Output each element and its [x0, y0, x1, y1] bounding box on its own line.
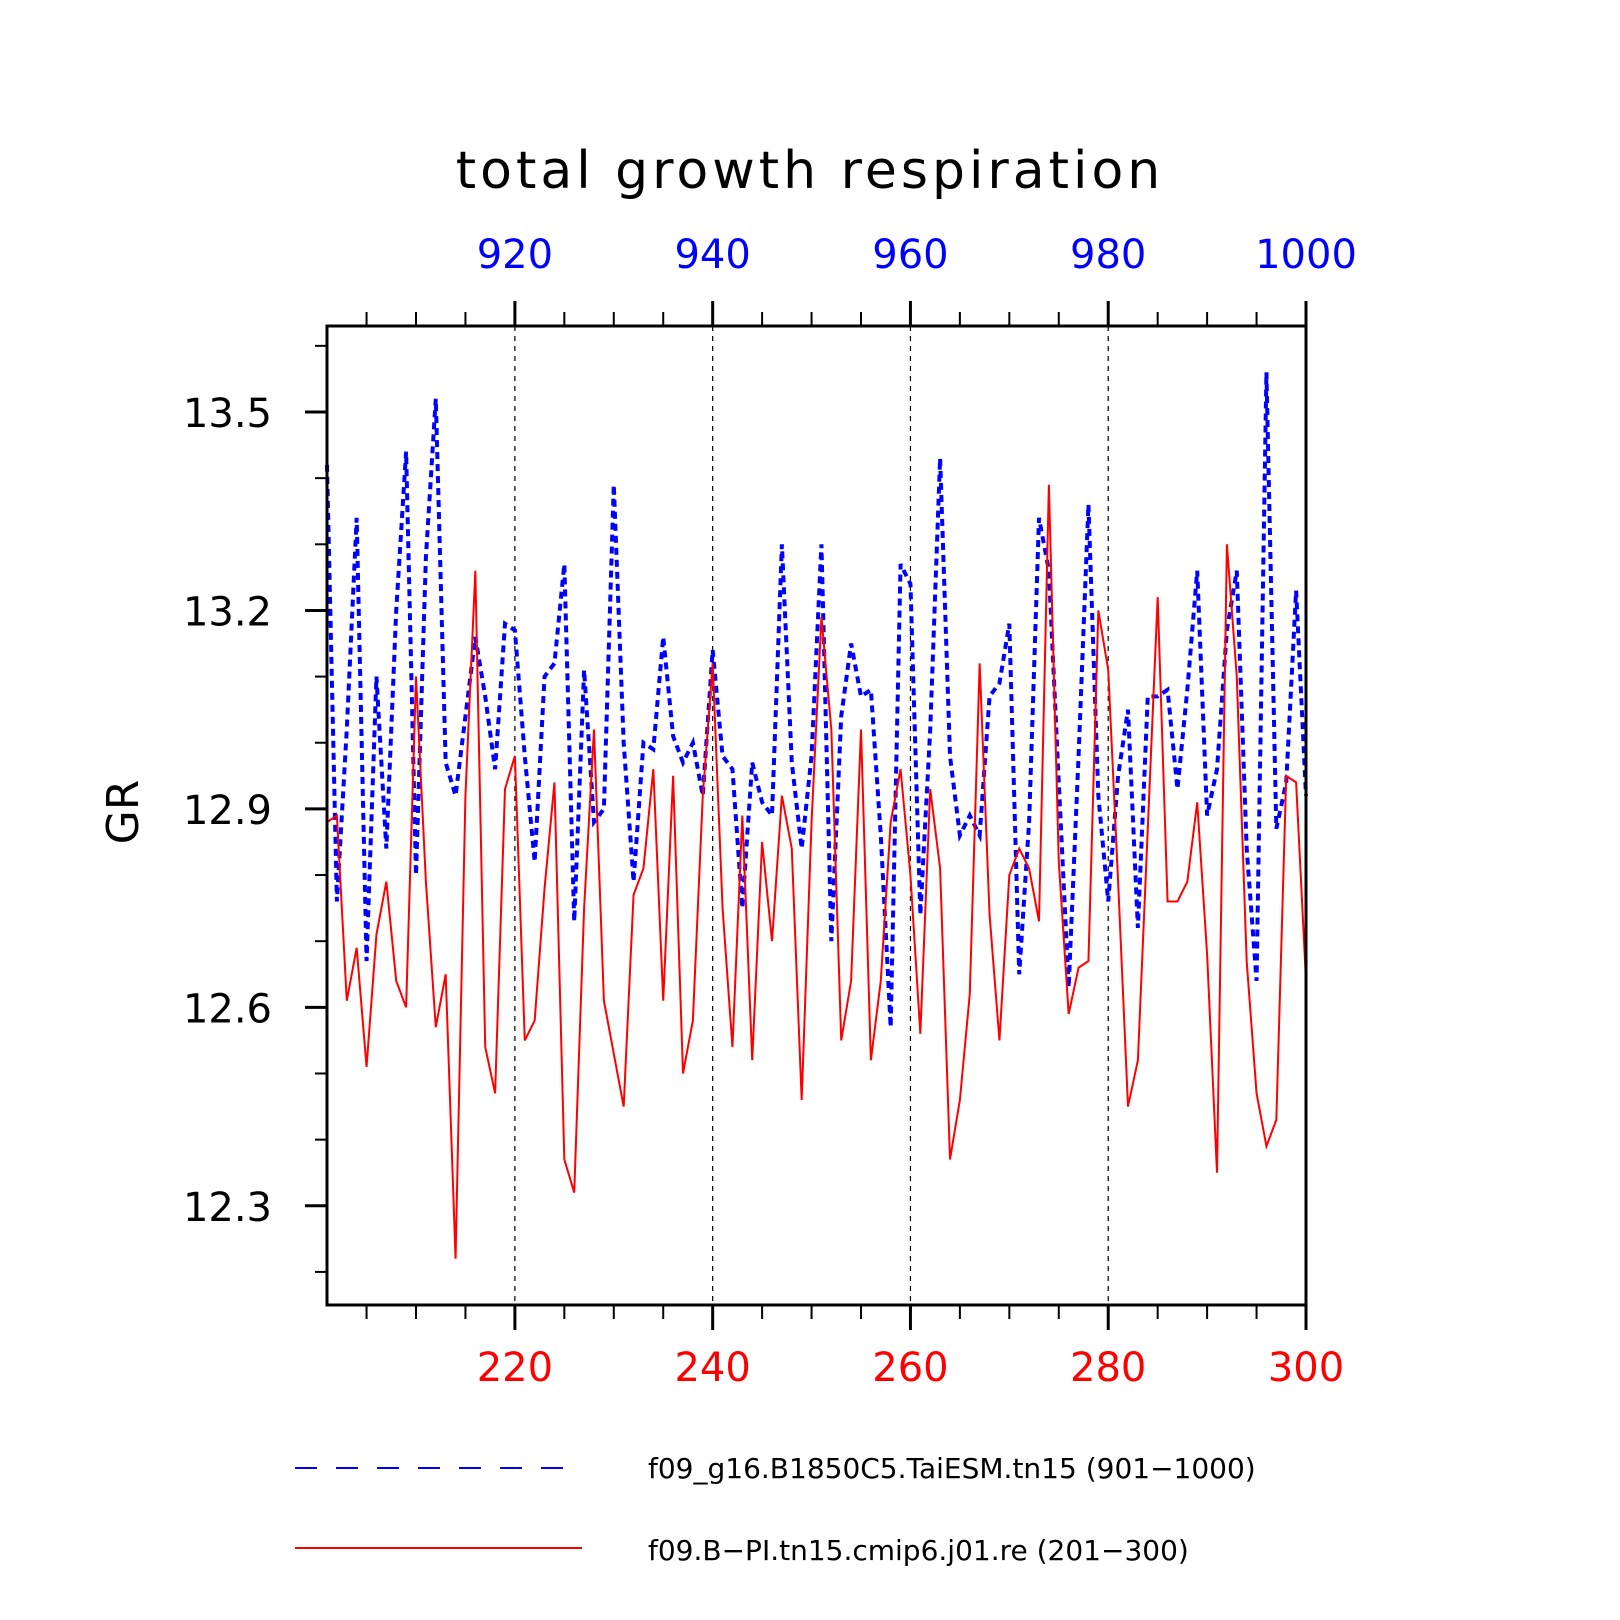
- x-top-tick-label-940: 940: [674, 232, 750, 278]
- legend-label-blue: f09_g16.B1850C5.TaiESM.tn15 (901−1000): [648, 1452, 1256, 1485]
- series-layer: [325, 372, 1308, 1259]
- y-axis-label: GR: [98, 780, 149, 845]
- y-tick-label-13.2: 13.2: [183, 589, 272, 635]
- x-top-tick-label-920: 920: [477, 232, 553, 278]
- y-tick-label-12.3: 12.3: [183, 1185, 272, 1231]
- x-bottom-tick-label-240: 240: [674, 1345, 750, 1391]
- y-tick-label-12.6: 12.6: [183, 986, 272, 1032]
- legend: f09_g16.B1850C5.TaiESM.tn15 (901−1000) f…: [295, 1452, 1256, 1567]
- x-bottom-tick-label-280: 280: [1070, 1345, 1146, 1391]
- x-bottom-tick-label-260: 260: [872, 1345, 948, 1391]
- x-top-tick-label-980: 980: [1070, 232, 1146, 278]
- x-bottom-tick-label-300: 300: [1268, 1345, 1344, 1391]
- plot-frame: [325, 324, 1308, 1307]
- grid-lines: [514, 326, 1109, 1305]
- x-top-tick-label-1000: 1000: [1255, 232, 1357, 278]
- axis-ticks: 220 240 260 280 300 920 940 960 980 1000 12.3 12.6 1…: [183, 232, 1357, 1391]
- legend-label-red: f09.B−PI.tn15.cmip6.j01.re (201−300): [648, 1534, 1189, 1567]
- x-top-tick-label-960: 960: [872, 232, 948, 278]
- y-tick-label-12.9: 12.9: [183, 788, 272, 834]
- series-line-blue: [325, 372, 1308, 1028]
- y-tick-label-13.5: 13.5: [183, 391, 272, 437]
- chart-title: total growth respiration: [456, 141, 1165, 201]
- series-line-red: [326, 484, 1307, 1259]
- x-bottom-tick-label-220: 220: [477, 1345, 553, 1391]
